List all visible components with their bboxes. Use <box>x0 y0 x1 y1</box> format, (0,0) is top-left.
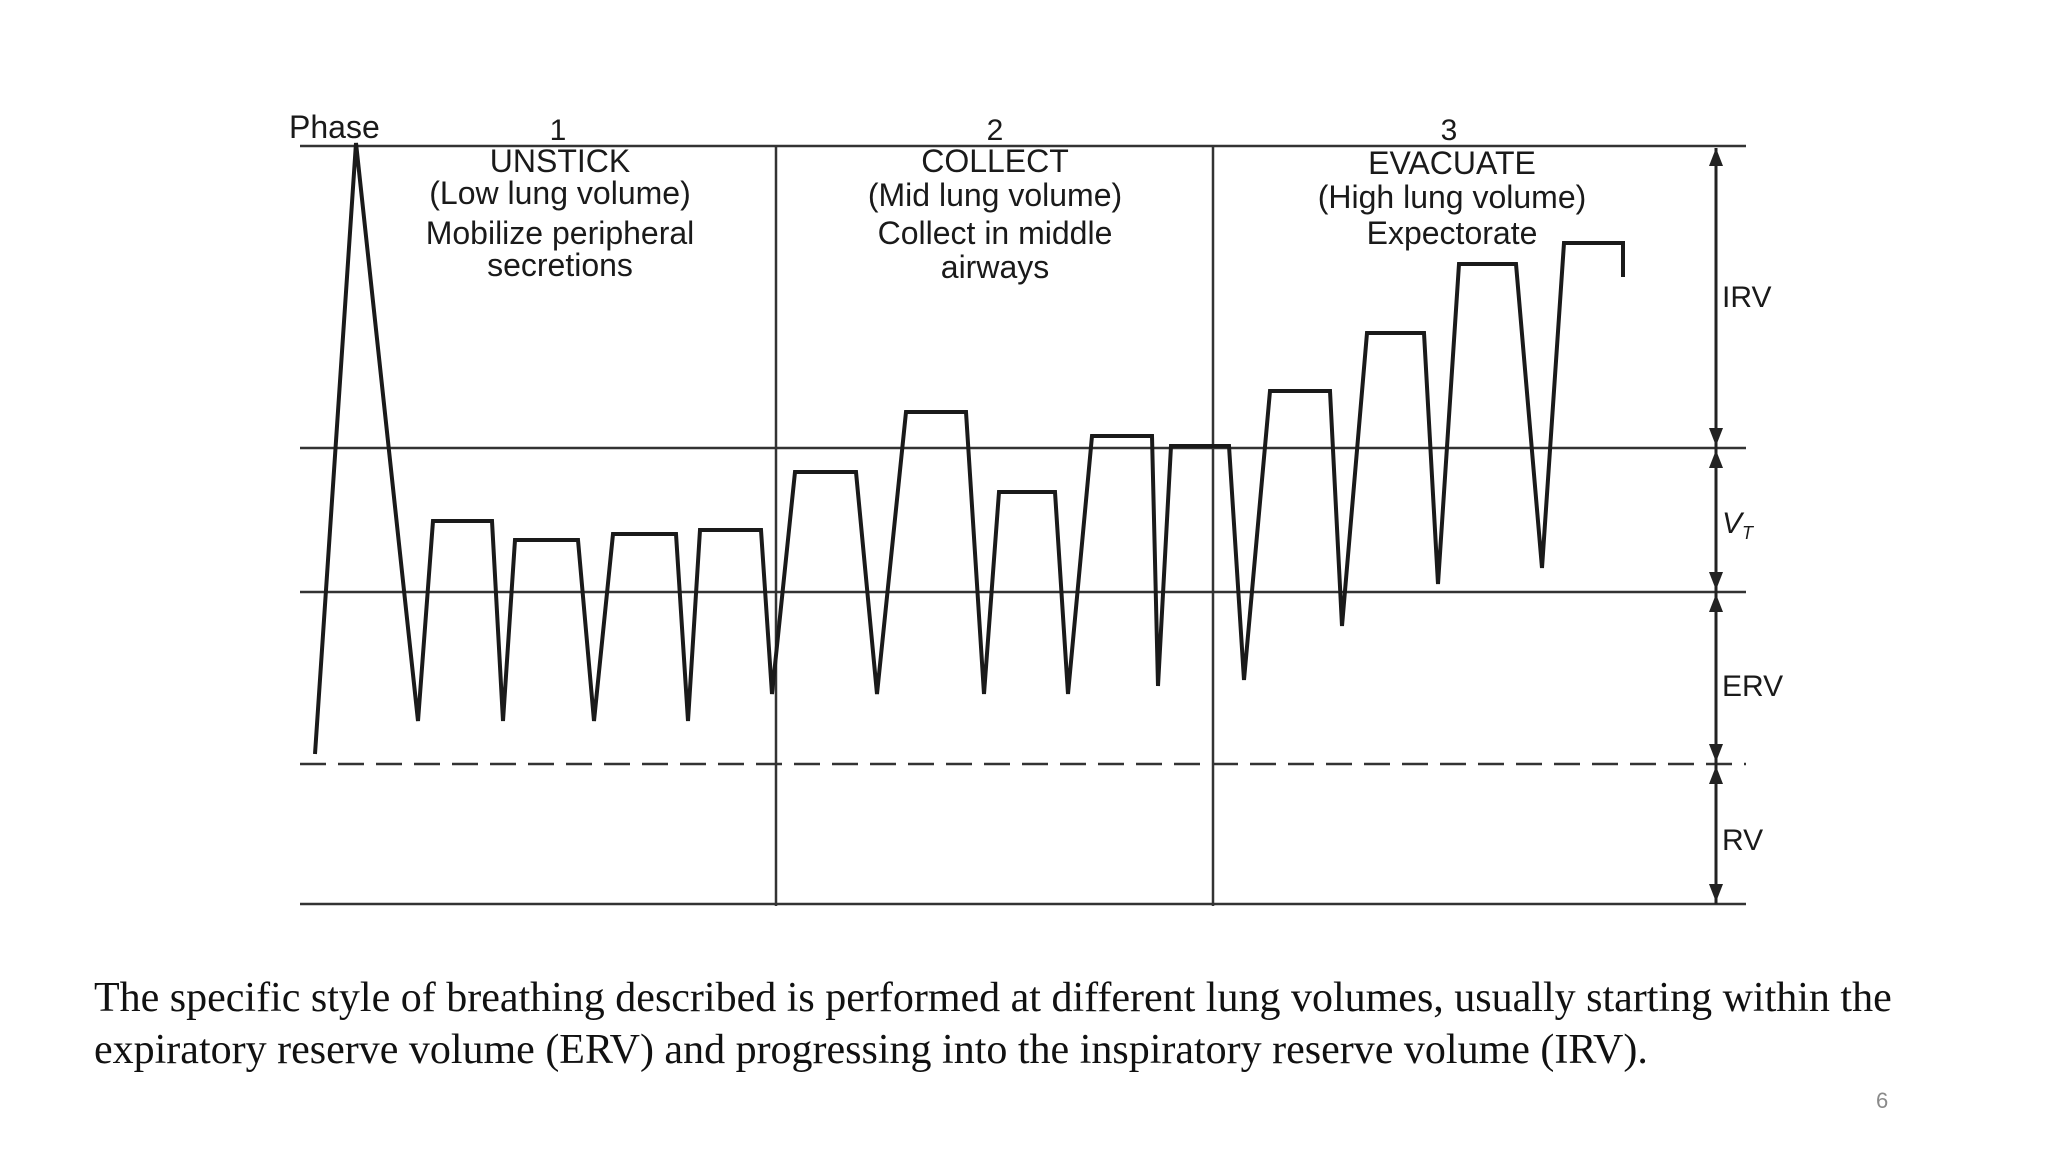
page-number: 6 <box>1876 1088 1889 1113</box>
phase-1-name: UNSTICK <box>490 143 630 179</box>
phase-3-number: 3 <box>1441 114 1458 147</box>
phase-label: Phase <box>289 109 380 145</box>
vt-label: VT <box>1722 507 1755 543</box>
erv-label: ERV <box>1722 670 1783 703</box>
phase-3-volume: (High lung volume) <box>1318 179 1587 215</box>
vt-subscript: T <box>1742 523 1755 543</box>
phase-3-action-line1: Expectorate <box>1367 215 1538 251</box>
phase-1-volume: (Low lung volume) <box>429 175 690 211</box>
phase-1-number: 1 <box>550 114 567 147</box>
volume-axis-arrows <box>1709 148 1723 902</box>
slide-caption: The specific style of breathing describe… <box>94 975 1892 1073</box>
irv-label: IRV <box>1722 281 1771 314</box>
phase-2-action-line2: airways <box>941 249 1049 285</box>
phase-2-volume: (Mid lung volume) <box>868 177 1122 213</box>
phase-2-name: COLLECT <box>921 143 1069 179</box>
phase-1-action-line1: Mobilize peripheral <box>426 215 695 251</box>
vt-main: V <box>1722 507 1745 540</box>
phase-2-action-line1: Collect in middle <box>878 215 1113 251</box>
breathing-trace <box>313 142 1625 755</box>
phase-1-action-line2: secretions <box>487 247 633 283</box>
phase-3-name: EVACUATE <box>1368 145 1536 181</box>
phase-2-number: 2 <box>987 114 1004 147</box>
rv-label: RV <box>1722 824 1763 857</box>
